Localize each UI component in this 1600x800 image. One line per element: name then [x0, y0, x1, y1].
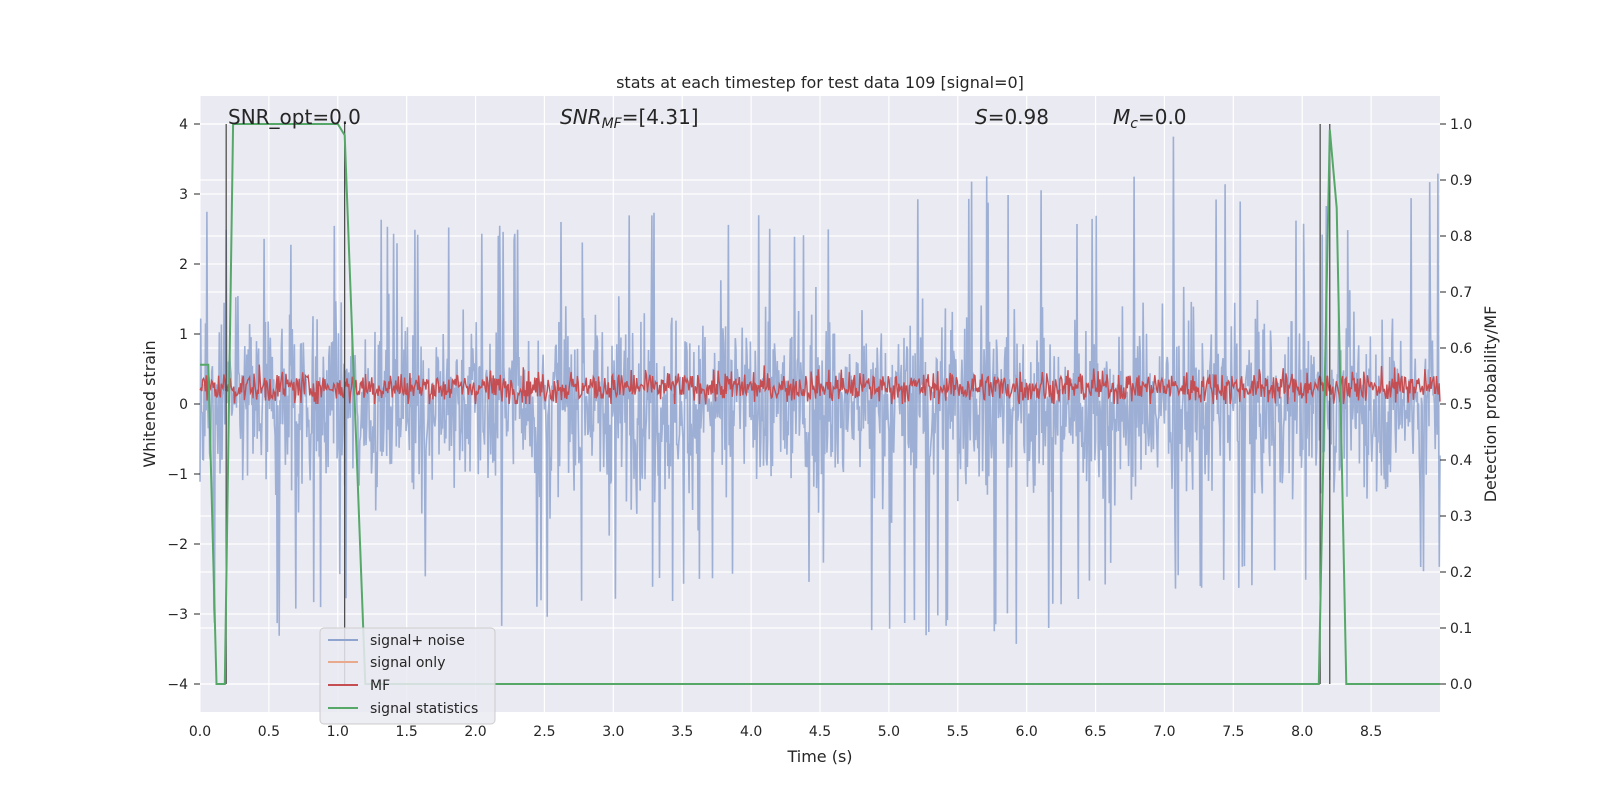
- y-tick-label: −2: [167, 537, 188, 553]
- annotation-snr-mf: SNRMF=[4.31]: [560, 105, 699, 132]
- y-tick-label: −3: [167, 607, 188, 623]
- signal-statistics-series: [200, 123, 1440, 685]
- legend-box: [319, 627, 496, 725]
- y-right-tick-label: 0.7: [1450, 285, 1472, 301]
- y-right-tick-label: 0.4: [1450, 453, 1472, 469]
- y-right-tick-label: 0.0: [1450, 677, 1472, 693]
- chart-title: stats at each timestep for test data 109…: [616, 73, 1024, 92]
- x-tick-label: 1.0: [327, 724, 349, 740]
- signal-statistics-line: [200, 123, 1440, 685]
- y-right-tick-label: 0.5: [1450, 397, 1472, 413]
- legend-label-signal-only: signal only: [370, 655, 445, 671]
- x-tick-label: 8.0: [1291, 724, 1313, 740]
- y-tick-label: 3: [179, 187, 188, 203]
- y-right-tick-label: 0.6: [1450, 341, 1472, 357]
- x-tick-label: 3.5: [671, 724, 693, 740]
- y-axis-label: Whitened strain: [140, 340, 159, 467]
- annotation-mc: Mc=0.0: [1113, 105, 1187, 132]
- x-axis-label: Time (s): [786, 747, 852, 766]
- y-tick-label: 2: [179, 257, 188, 273]
- x-tick-label: 5.0: [878, 724, 900, 740]
- x-tick-label: 2.0: [464, 724, 486, 740]
- legend-label-signal-statistics: signal statistics: [370, 701, 478, 717]
- annotation-snr-opt: SNR_opt=0.0: [228, 105, 361, 129]
- x-tick-label: 3.0: [602, 724, 624, 740]
- mf-series: [199, 364, 1441, 405]
- y-right-axis-label: Detection probability/MF: [1481, 306, 1500, 503]
- y-tick-label: 4: [179, 117, 188, 133]
- y-right-tick-label: 0.1: [1450, 621, 1472, 637]
- x-tick-label: 7.5: [1222, 724, 1244, 740]
- y-right-tick-label: 0.3: [1450, 509, 1472, 525]
- x-tick-label: 2.5: [533, 724, 555, 740]
- x-tick-label: 6.0: [1016, 724, 1038, 740]
- y-right-tick-label: 0.9: [1450, 173, 1472, 189]
- y-right-tick-label: 0.8: [1450, 229, 1472, 245]
- y-right-axis-ticks: 0.0 0.1 0.2 0.3 0.4 0.5 0.6 0.7 0.8 0.9 1.0: [1440, 117, 1472, 693]
- signal-noise-line: [199, 136, 1441, 644]
- x-tick-label: 0.5: [258, 724, 280, 740]
- legend-label-mf: MF: [370, 678, 390, 694]
- x-tick-label: 5.5: [947, 724, 969, 740]
- y-right-tick-label: 1.0: [1450, 117, 1472, 133]
- x-tick-label: 4.5: [809, 724, 831, 740]
- y-tick-label: −1: [167, 467, 188, 483]
- x-tick-label: 0.0: [189, 724, 211, 740]
- x-tick-label: 7.0: [1153, 724, 1175, 740]
- y-tick-label: −4: [167, 677, 188, 693]
- y-tick-label: 1: [179, 327, 188, 343]
- legend: signal+ noise signal only MF signal stat…: [319, 627, 496, 725]
- mf-line: [199, 364, 1441, 405]
- x-axis-ticks: 0.0 0.5 1.0 1.5 2.0 2.5 3.0 3.5 4.0 4.5 5.0 5.5 6.0 6…: [189, 724, 1382, 740]
- x-tick-label: 4.0: [740, 724, 762, 740]
- x-tick-label: 8.5: [1360, 724, 1382, 740]
- legend-label-signal-noise: signal+ noise: [370, 633, 465, 649]
- x-tick-label: 1.5: [396, 724, 418, 740]
- signal-noise-series: [199, 136, 1441, 644]
- y-axis-ticks: −4 −3 −2 −1 0 1 2 3 4: [167, 117, 200, 693]
- y-tick-label: 0: [179, 397, 188, 413]
- x-tick-label: 6.5: [1084, 724, 1106, 740]
- annotation-s: S=0.98: [975, 105, 1049, 129]
- y-right-tick-label: 0.2: [1450, 565, 1472, 581]
